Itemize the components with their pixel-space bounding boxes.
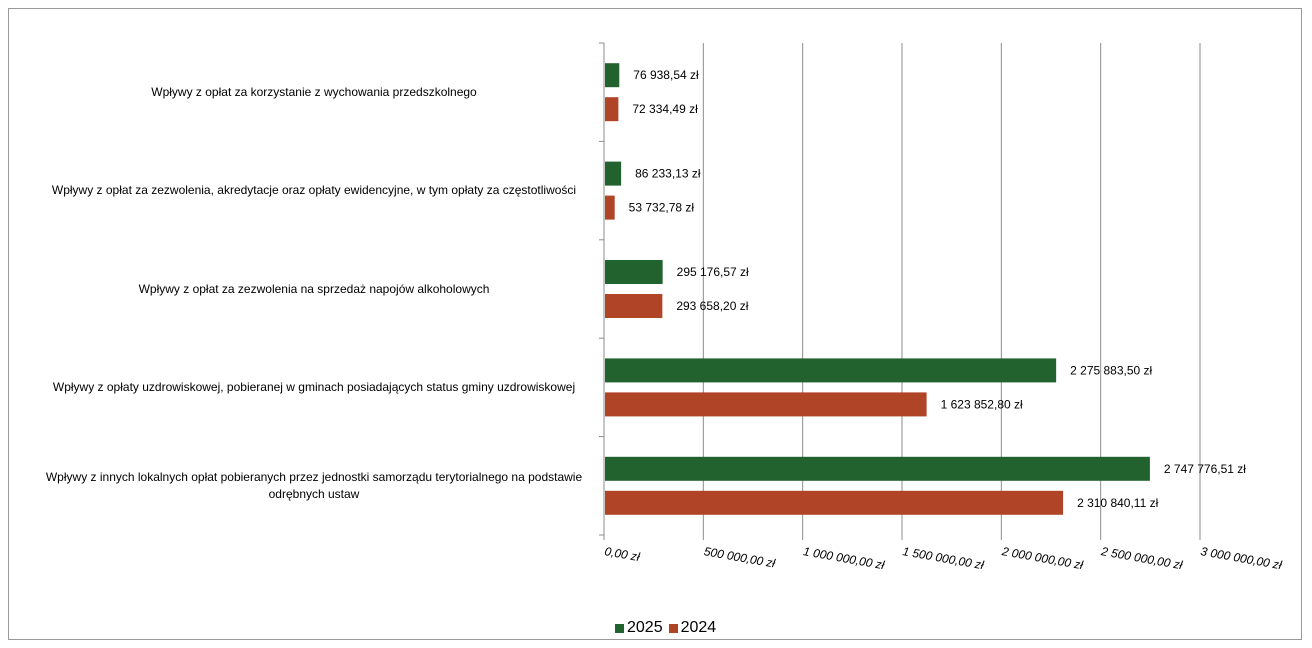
value-label-2024: 1 623 852,80 zł <box>941 397 1023 411</box>
category-label: Wpływy z opłat za zezwolenia na sprzedaż… <box>138 281 490 296</box>
value-label-2025: 295 176,57 zł <box>677 265 749 279</box>
value-labels: 76 938,54 zł 72 334,49 zł 86 233,13 zł 53 7… <box>629 68 1247 510</box>
bar-2025 <box>605 260 663 284</box>
x-tick-label: 500 000,00 zł <box>703 544 777 570</box>
value-label-2025: 86 233,13 zł <box>635 167 701 181</box>
axes <box>599 42 1201 540</box>
legend-swatch-2024 <box>668 623 678 633</box>
value-label-2025: 76 938,54 zł <box>633 68 699 82</box>
bar-2025 <box>605 161 622 186</box>
chart-frame: 76 938,54 zł 72 334,49 zł 86 233,13 zł 53 7… <box>8 8 1302 640</box>
category-label: Wpływy z opłat za korzystanie z wychowan… <box>151 84 477 99</box>
legend-swatch-2025 <box>615 623 624 633</box>
bars <box>605 63 1150 515</box>
value-label-2024: 2 310 840,11 zł <box>1077 496 1159 510</box>
x-tick-label: 2 500 000,00 zł <box>1099 544 1184 572</box>
gridlines <box>702 43 1201 535</box>
value-label-2025: 2 275 883,50 zł <box>1070 363 1152 377</box>
category-label: Wpływy z innych lokalnych opłat pobieran… <box>45 469 583 501</box>
x-tick-label: 3 000 000,00 zł <box>1199 544 1283 572</box>
category-label: Wpływy z opłaty uzdrowiskowej, pobierane… <box>52 379 576 394</box>
x-tick-label: 1 500 000,00 zł <box>901 544 985 572</box>
x-tick-labels: 0,00 zł 500 000,00 zł 1 000 000,00 zł 1 500… <box>603 544 1283 572</box>
bar-2024 <box>605 97 619 122</box>
value-label-2024: 293 658,20 zł <box>676 299 748 313</box>
bar-2025 <box>605 358 1057 383</box>
value-label-2024: 72 334,49 zł <box>632 102 698 116</box>
x-tick-label: 2 000 000,00 zł <box>1000 544 1085 572</box>
value-label-2024: 53 732,78 zł <box>629 201 695 215</box>
bar-chart: 76 938,54 zł 72 334,49 zł 86 233,13 zł 53 7… <box>599 42 1283 572</box>
x-tick-label: 0,00 zł <box>603 544 641 564</box>
bar-2025 <box>605 456 1150 481</box>
value-label-2025: 2 747 776,51 zł <box>1164 462 1246 476</box>
legend-label-2025: 2025 <box>627 619 663 636</box>
legend-item-2025: 2025 <box>615 619 663 637</box>
bar-2024 <box>605 294 663 318</box>
legend-label-2024: 2024 <box>680 619 717 636</box>
category-label: Wpływy z opłat za zezwolenia, akredytacj… <box>51 183 577 198</box>
x-tick-label: 1 000 000,00 zł <box>802 544 886 572</box>
bar-2024 <box>605 490 1064 515</box>
bar-2024 <box>605 195 615 220</box>
bar-2025 <box>605 63 620 88</box>
bar-2024 <box>605 392 927 417</box>
legend: 2025 2024 <box>615 619 722 637</box>
legend-item-2024: 2024 <box>668 619 717 637</box>
